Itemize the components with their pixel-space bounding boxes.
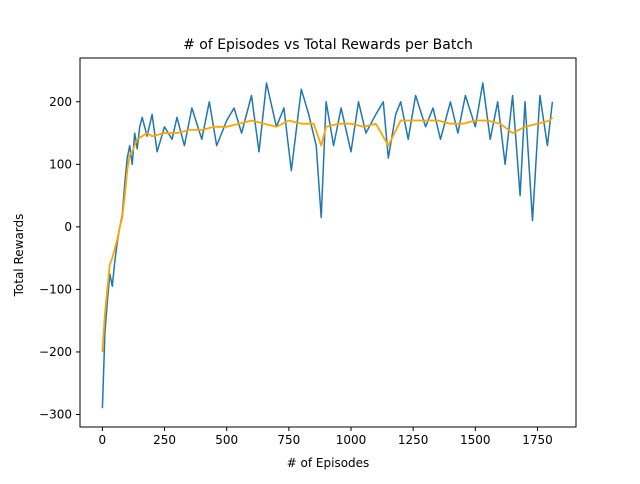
x-tick-label: 500 [215,433,238,447]
y-tick-label: 100 [49,157,72,171]
x-tick-label: 1500 [460,433,491,447]
x-axis-label: # of Episodes [287,456,370,470]
chart-title: # of Episodes vs Total Rewards per Batch [183,37,473,53]
x-tick-label: 250 [153,433,176,447]
y-tick-label: −200 [39,345,72,359]
raw-rewards-line [101,82,554,409]
y-axis-label: Total Rewards [12,214,26,298]
x-tick-label: 0 [99,433,107,447]
x-tick-label: 1250 [398,433,429,447]
x-tick-label: 1000 [336,433,367,447]
y-tick-label: 200 [49,95,72,109]
smoothed-rewards-line [101,116,554,352]
plot-frame [79,57,577,428]
y-tick-label: −100 [39,282,72,296]
y-tick-label: 0 [64,220,72,234]
x-tick-label: 1750 [522,433,553,447]
y-tick-label: −300 [39,407,72,421]
x-tick-label: 750 [277,433,300,447]
